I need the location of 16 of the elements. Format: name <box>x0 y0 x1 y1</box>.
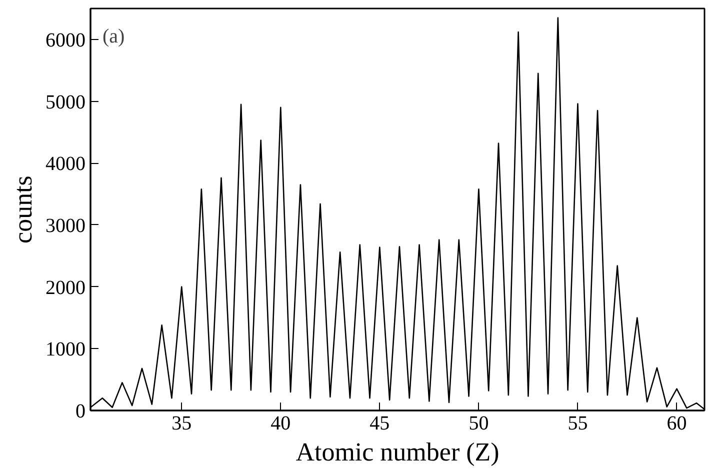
x-axis-title: Atomic number (Z) <box>296 438 500 466</box>
y-tick-label: 1000 <box>46 338 86 361</box>
y-tick-label: 3000 <box>46 214 86 237</box>
y-axis-title: counts <box>8 176 38 244</box>
y-tick-label: 2000 <box>46 276 86 299</box>
x-tick-label: 55 <box>568 412 588 434</box>
y-tick-label: 6000 <box>46 29 86 52</box>
annotation: (a) <box>102 26 125 48</box>
y-tick-label: 0 <box>76 400 86 422</box>
x-tick-label: 60 <box>666 412 687 434</box>
y-tick-label: 4000 <box>46 153 86 176</box>
x-tick-label: 45 <box>370 412 390 434</box>
x-tick-label: 40 <box>270 412 291 434</box>
x-tick-label: 35 <box>172 412 192 434</box>
y-tick-label: 5000 <box>46 91 86 114</box>
x-tick-label: 50 <box>468 412 489 434</box>
